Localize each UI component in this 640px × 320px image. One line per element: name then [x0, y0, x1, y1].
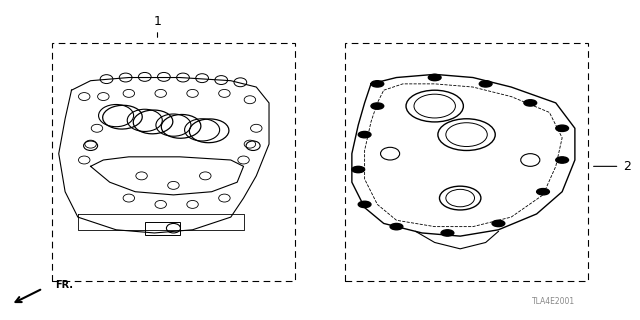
Bar: [346, 43, 588, 281]
Circle shape: [479, 81, 492, 87]
Circle shape: [371, 103, 384, 109]
Text: 1: 1: [154, 15, 161, 28]
Ellipse shape: [157, 72, 170, 81]
Bar: [145, 222, 180, 235]
Bar: [52, 43, 294, 281]
Circle shape: [556, 125, 568, 132]
Circle shape: [537, 188, 549, 195]
Ellipse shape: [215, 76, 228, 84]
Ellipse shape: [100, 75, 113, 84]
Ellipse shape: [119, 73, 132, 82]
Circle shape: [556, 157, 568, 163]
Circle shape: [441, 230, 454, 236]
Circle shape: [428, 74, 441, 81]
Text: TLA4E2001: TLA4E2001: [532, 297, 575, 306]
Circle shape: [352, 166, 365, 173]
Ellipse shape: [177, 73, 189, 82]
Circle shape: [358, 201, 371, 208]
Circle shape: [358, 132, 371, 138]
Ellipse shape: [234, 78, 246, 87]
Ellipse shape: [196, 74, 209, 83]
Text: FR.: FR.: [56, 280, 74, 290]
Circle shape: [371, 81, 384, 87]
Circle shape: [390, 223, 403, 230]
Ellipse shape: [138, 72, 151, 81]
Circle shape: [492, 220, 505, 227]
Circle shape: [524, 100, 537, 106]
Text: 2: 2: [623, 160, 630, 173]
